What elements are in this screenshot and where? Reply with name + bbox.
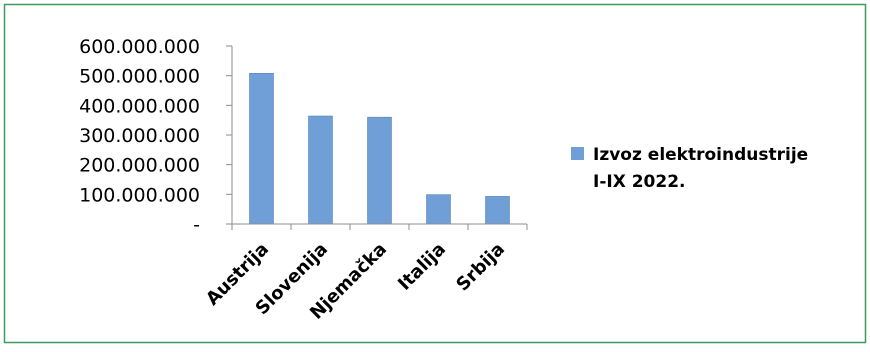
x-tick-label: Srbija	[452, 239, 509, 296]
legend-label-line-1: Izvoz elektroindustrije	[593, 145, 808, 165]
bar-italija	[426, 194, 451, 225]
chart-border	[3, 3, 867, 344]
y-tick-label: 200.000.000	[79, 155, 200, 177]
y-tick-label: 100.000.000	[79, 184, 200, 206]
bar-njemačka	[367, 116, 392, 225]
bar-austrija	[249, 72, 274, 225]
legend: Izvoz elektroindustrije I-IX 2022.	[571, 145, 808, 192]
axes-group	[226, 45, 528, 230]
legend-label-line-2: I-IX 2022.	[593, 172, 686, 192]
y-tick-label: 300.000.000	[79, 125, 200, 147]
bars-group	[249, 72, 510, 225]
bar-srbija	[485, 196, 510, 225]
legend-swatch	[571, 147, 584, 160]
y-tick-label: 600.000.000	[79, 36, 200, 58]
bar-slovenija	[308, 115, 333, 225]
y-tick-labels: - 100.000.000 200.000.000 300.000.000 400.00…	[79, 36, 200, 236]
y-tick-label: 500.000.000	[79, 66, 200, 88]
y-tick-label: -	[193, 214, 200, 236]
x-tick-label: Italija	[394, 239, 450, 295]
y-tick-label: 400.000.000	[79, 95, 200, 117]
